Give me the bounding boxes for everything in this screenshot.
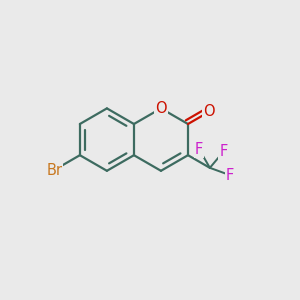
Text: F: F — [226, 168, 234, 183]
Text: F: F — [195, 142, 203, 157]
Text: O: O — [203, 104, 215, 119]
Text: F: F — [220, 144, 228, 159]
Text: O: O — [155, 101, 167, 116]
Text: Br: Br — [46, 163, 62, 178]
